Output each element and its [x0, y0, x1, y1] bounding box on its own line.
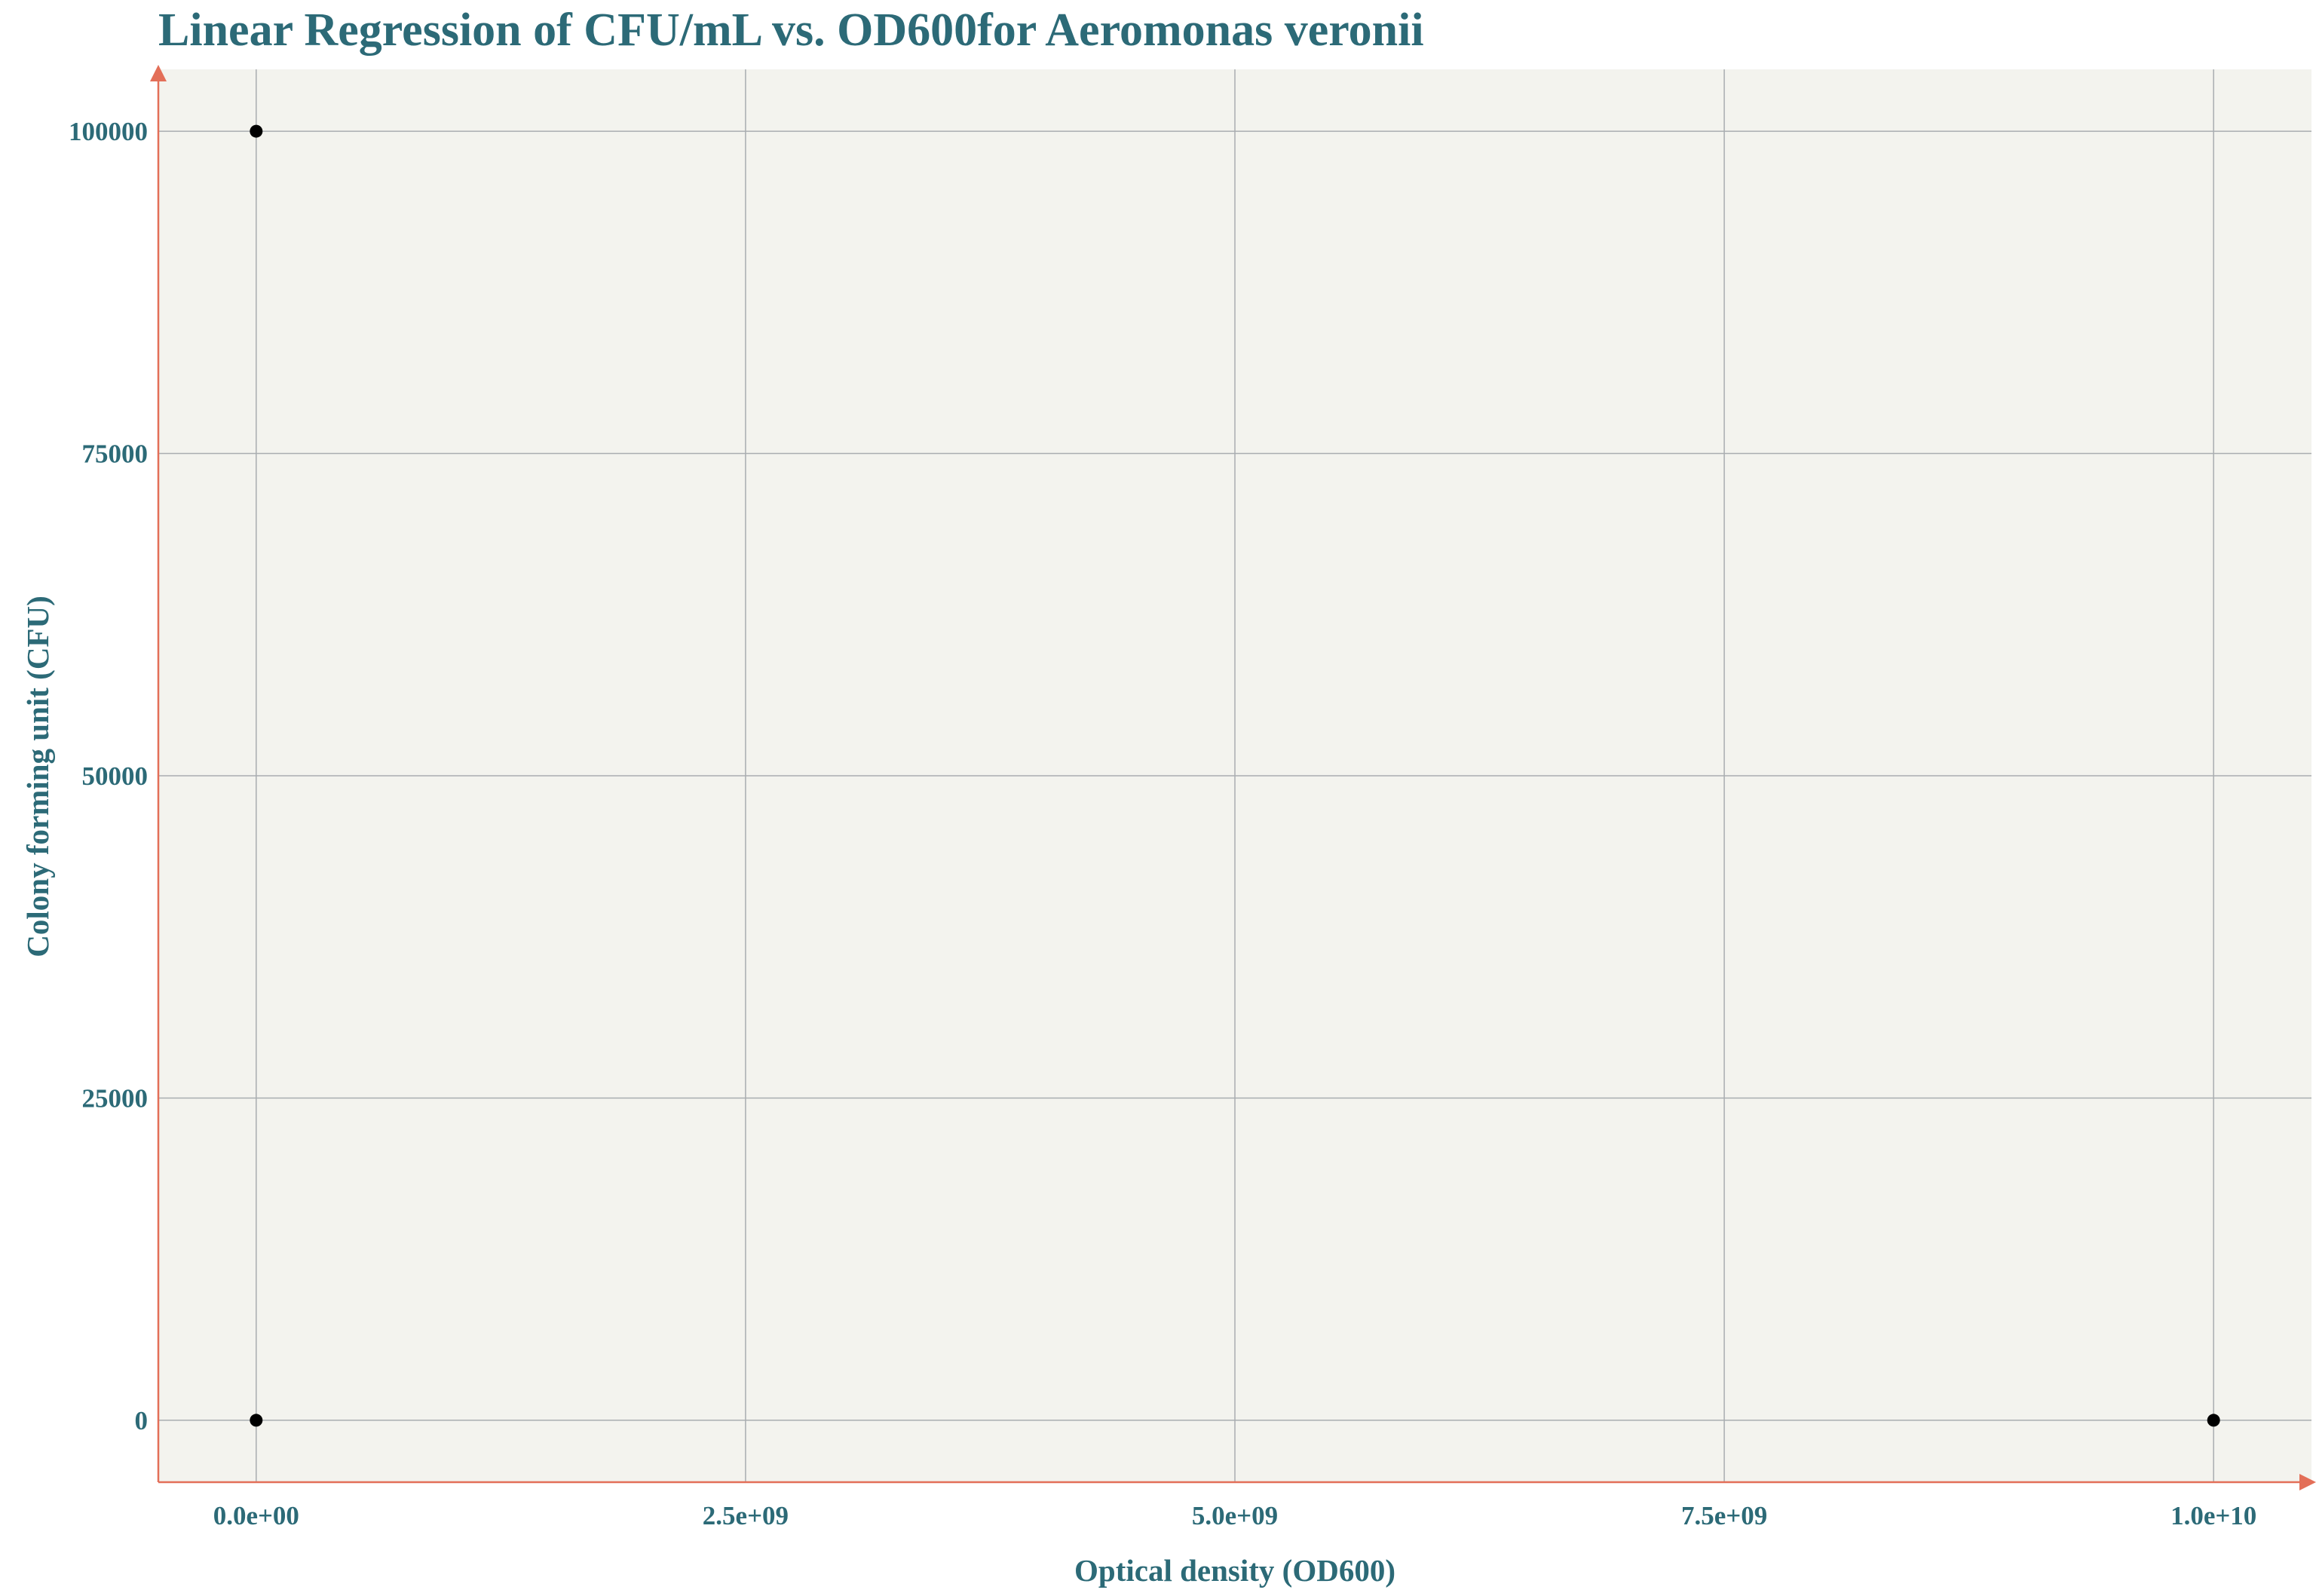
chart-title: Linear Regression of CFU/mL vs. OD600for…	[158, 5, 1424, 56]
x-axis-arrow	[2299, 1474, 2316, 1490]
data-points	[250, 124, 2220, 1427]
x-tick-label: 1.0e+10	[2170, 1501, 2256, 1530]
y-tick-label: 75000	[82, 440, 149, 469]
data-point	[250, 124, 263, 138]
y-tick-label: 0	[135, 1406, 149, 1435]
data-point	[250, 1414, 263, 1427]
x-tick-label: 2.5e+09	[703, 1501, 789, 1530]
y-tick-label: 50000	[82, 761, 149, 791]
y-tick-label: 100000	[69, 117, 148, 146]
gridlines	[158, 69, 2311, 1482]
y-axis-label: Colony forming unit (CFU)	[20, 596, 55, 957]
x-tick-label: 5.0e+09	[1192, 1501, 1278, 1530]
data-point	[2207, 1414, 2220, 1427]
y-tick-label: 25000	[82, 1083, 149, 1113]
x-axis-label: Optical density (OD600)	[1074, 1553, 1395, 1588]
axes	[150, 65, 2316, 1490]
x-tick-label: 0.0e+00	[213, 1501, 299, 1530]
tick-labels: 0.0e+00 2.5e+09 5.0e+09 7.5e+09 1.0e+10 0 2500…	[69, 117, 2256, 1530]
x-tick-label: 7.5e+09	[1681, 1501, 1767, 1530]
y-axis-arrow	[150, 65, 167, 81]
